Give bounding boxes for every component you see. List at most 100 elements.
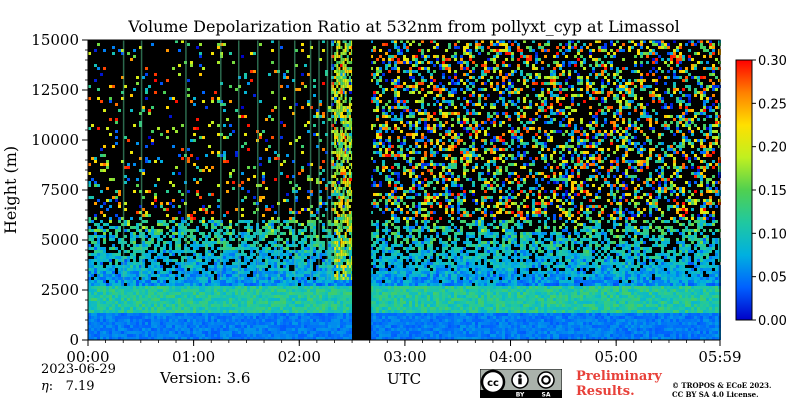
heatmap-cell [208,145,211,148]
heatmap-cell [442,64,445,67]
heatmap-cell [709,43,712,46]
heatmap-cell [700,172,703,175]
heatmap-cell [652,67,655,70]
heatmap-cell [202,208,205,211]
heatmap-cell [490,121,493,124]
heatmap-cell [709,202,712,205]
heatmap-cell [703,220,706,223]
heatmap-cell [706,217,709,220]
heatmap-cell [667,145,670,148]
heatmap-cell [241,244,244,247]
heatmap-cell [643,181,646,184]
heatmap-cell [178,205,181,208]
heatmap-cell [688,235,691,238]
heatmap-cell [535,82,538,85]
heatmap-cell [451,136,454,139]
heatmap-cell [700,211,703,214]
heatmap-cell [553,244,556,247]
heatmap-cell [658,160,661,163]
heatmap-cell [271,136,274,139]
heatmap-cell [394,163,397,166]
heatmap-cell [373,235,376,238]
heatmap-cell [388,235,391,238]
heatmap-cell [577,79,580,82]
heatmap-cell [139,112,142,115]
heatmap-cell [445,64,448,67]
heatmap-cell [658,55,661,58]
heatmap-cell [388,178,391,181]
heatmap-cell [235,235,238,238]
heatmap-cell [586,76,589,79]
heatmap-cell [517,211,520,214]
heatmap-cell [265,139,268,142]
heatmap-cell [397,154,400,157]
heatmap-cell [331,238,334,241]
heatmap-cell [493,112,496,115]
heatmap-cell [334,145,337,148]
heatmap-cell [505,43,508,46]
heatmap-cell [319,103,322,106]
heatmap-cell [397,163,400,166]
heatmap-cell [703,103,706,106]
heatmap-cell [667,124,670,127]
heatmap-cell [457,217,460,220]
heatmap-cell [604,64,607,67]
heatmap-cell [196,166,199,169]
heatmap-cell [589,52,592,55]
heatmap-cell [322,241,325,244]
heatmap-cell [604,118,607,121]
heatmap-cell [262,172,265,175]
heatmap-cell [115,118,118,121]
heatmap-cell [109,205,112,208]
heatmap-cell [307,235,310,238]
heatmap-cell [388,61,391,64]
heatmap-cell [646,115,649,118]
heatmap-cell [481,139,484,142]
heatmap-cell [658,226,661,229]
heatmap-cell [439,112,442,115]
heatmap-cell [703,235,706,238]
heatmap-cell [577,211,580,214]
heatmap-cell [379,133,382,136]
heatmap-cell [199,64,202,67]
heatmap-cell [664,106,667,109]
heatmap-cell [643,85,646,88]
heatmap-cell [370,40,373,43]
heatmap-cell [349,91,352,94]
heatmap-cell [427,49,430,52]
heatmap-cell [316,244,319,247]
heatmap-cell [568,118,571,121]
heatmap-cell [145,226,148,229]
heatmap-cell [94,229,97,232]
heatmap-cell [88,247,91,250]
heatmap-cell [397,244,400,247]
heatmap-cell [571,46,574,49]
heatmap-cell [151,238,154,241]
heatmap-cell [127,220,130,223]
heatmap-cell [385,115,388,118]
heatmap-cell [502,139,505,142]
heatmap-cell [319,139,322,142]
heatmap-cell [280,232,283,235]
heatmap-cell [610,232,613,235]
heatmap-cell [463,115,466,118]
heatmap-cell [661,148,664,151]
heatmap-cell [427,112,430,115]
heatmap-cell [493,235,496,238]
heatmap-cell [640,52,643,55]
heatmap-cell [529,232,532,235]
heatmap-cell [421,247,424,250]
heatmap-cell [586,160,589,163]
heatmap-cell [382,244,385,247]
heatmap-cell [253,241,256,244]
heatmap-cell [706,187,709,190]
heatmap-cell [490,187,493,190]
heatmap-cell [664,127,667,130]
heatmap-cell [400,241,403,244]
heatmap-cell [631,82,634,85]
heatmap-cell [511,133,514,136]
heatmap-cell [580,133,583,136]
heatmap-cell [697,223,700,226]
heatmap-cell [439,205,442,208]
heatmap-cell [478,112,481,115]
